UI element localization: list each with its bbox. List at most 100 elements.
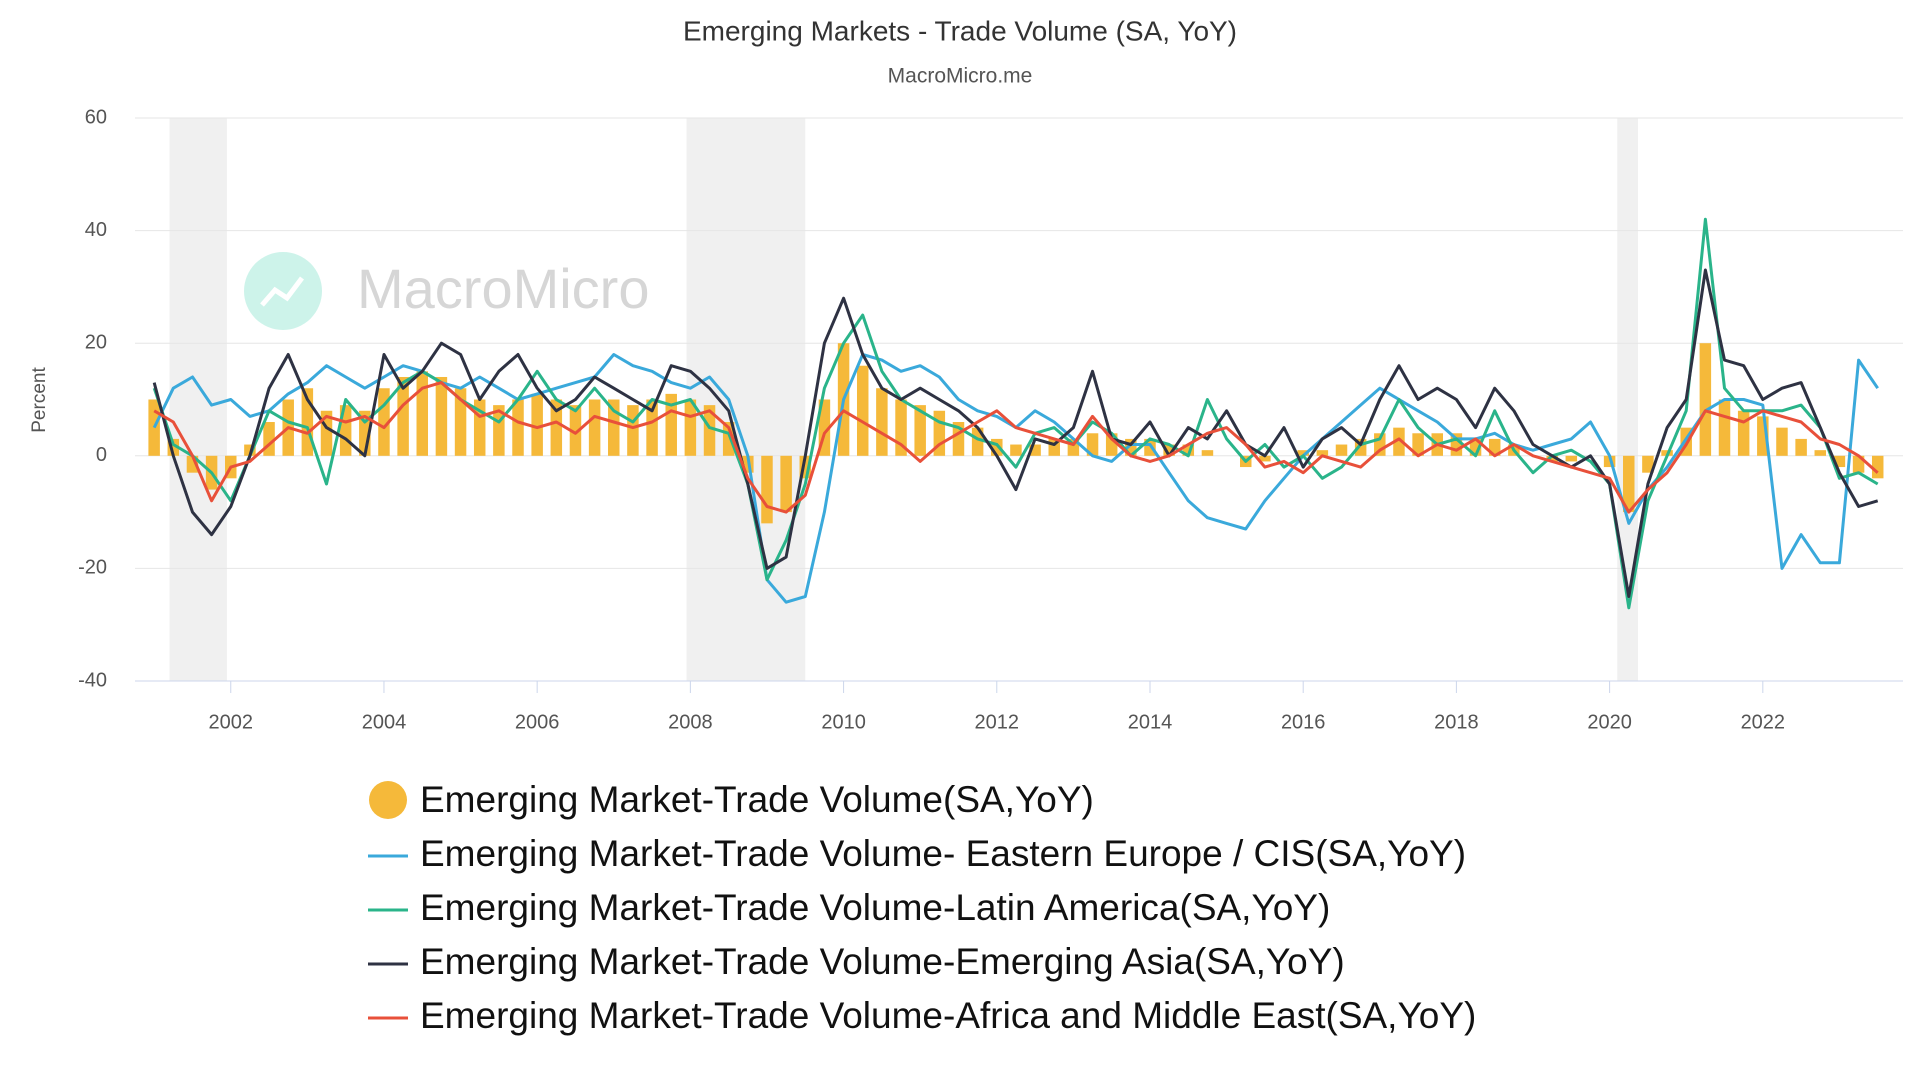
legend-label: Emerging Market-Trade Volume- Eastern Eu… [420, 833, 1466, 874]
bar [186, 455, 199, 473]
watermark-icon [244, 252, 322, 330]
bar [1201, 450, 1214, 456]
bar [703, 405, 716, 456]
bar [1469, 438, 1482, 456]
legend-marker [369, 781, 407, 819]
bar [895, 399, 907, 456]
legend-label: Emerging Market-Trade Volume-Africa and … [420, 995, 1476, 1036]
bar [550, 399, 563, 456]
bar [856, 365, 869, 456]
x-tick-label: 2016 [1281, 711, 1326, 733]
y-tick-label: 40 [85, 219, 107, 241]
chart-title: Emerging Markets - Trade Volume (SA, YoY… [683, 15, 1237, 46]
x-tick-label: 2020 [1587, 711, 1632, 733]
bar [301, 388, 314, 456]
bar [761, 455, 773, 524]
x-tick-label: 2006 [515, 711, 560, 733]
bar [684, 399, 697, 456]
bar [244, 444, 256, 456]
bar [991, 438, 1003, 456]
bar [1603, 455, 1616, 468]
x-tick-label: 2008 [668, 711, 713, 733]
bar [1354, 438, 1367, 456]
shaded-period [1617, 118, 1638, 681]
series-line [152, 268, 1879, 598]
bar [1125, 438, 1137, 456]
bar [1814, 450, 1827, 456]
bar [454, 388, 467, 456]
bar [435, 376, 448, 456]
legend-item: Emerging Market-Trade Volume-Latin Ameri… [368, 887, 1330, 928]
bar [531, 393, 543, 456]
bar [799, 455, 812, 479]
bar [1565, 455, 1578, 462]
bar [1182, 444, 1195, 456]
bar [473, 399, 486, 456]
bar [646, 399, 658, 456]
bar [1718, 399, 1731, 456]
legend-label: Emerging Market-Trade Volume-Emerging As… [420, 941, 1345, 982]
bar [818, 399, 831, 456]
bar [1833, 455, 1846, 468]
bar [1871, 455, 1884, 479]
bar [263, 422, 275, 456]
bar [1374, 433, 1386, 456]
y-tick-label: -40 [78, 669, 107, 691]
bar [665, 393, 677, 456]
legend-item: Emerging Market-Trade Volume- Eastern Eu… [368, 833, 1466, 874]
y-tick-label: 0 [96, 444, 107, 466]
y-tick-label: -20 [78, 557, 107, 579]
bar [1335, 444, 1348, 456]
legend-label: Emerging Market-Trade Volume(SA,YoY) [420, 779, 1094, 820]
bar [627, 405, 639, 456]
x-tick-label: 2010 [821, 711, 866, 733]
bar [780, 455, 792, 513]
bar [512, 399, 524, 456]
bar [359, 410, 371, 456]
x-tick-label: 2018 [1434, 711, 1479, 733]
x-tick-label: 2012 [975, 711, 1020, 733]
bar [493, 405, 505, 456]
x-tick-label: 2022 [1741, 711, 1786, 733]
bar [339, 405, 352, 456]
bar [1297, 450, 1309, 456]
bar [1259, 455, 1271, 462]
x-tick-label: 2002 [209, 711, 254, 733]
bar [1010, 444, 1022, 456]
bar [1086, 433, 1099, 456]
bar [588, 399, 601, 456]
bar [1642, 455, 1654, 473]
bar [1546, 455, 1558, 462]
bar [320, 410, 333, 456]
bar [933, 410, 946, 456]
legend-item: Emerging Market-Trade Volume-Emerging As… [368, 941, 1345, 982]
bar [1795, 438, 1807, 456]
bar [1412, 433, 1424, 456]
bar [1488, 438, 1501, 456]
bar [569, 405, 582, 456]
bar [1737, 410, 1750, 456]
x-tick-label: 2004 [362, 711, 407, 733]
legend-item: Emerging Market-Trade Volume(SA,YoY) [369, 779, 1094, 820]
bar [1776, 427, 1788, 456]
bar [1067, 438, 1080, 456]
bar [397, 376, 409, 456]
legend-label: Emerging Market-Trade Volume-Latin Ameri… [420, 887, 1330, 928]
bar [722, 422, 735, 456]
y-tick-label: 60 [85, 106, 107, 128]
bar [1699, 343, 1712, 456]
y-tick-label: 20 [85, 331, 107, 353]
bar [1144, 438, 1156, 456]
chart-subtitle: MacroMicro.me [888, 65, 1033, 88]
bar [1852, 455, 1865, 473]
bar [167, 438, 180, 456]
bar [1757, 416, 1769, 456]
watermark-icon-line [260, 276, 304, 307]
legend-item: Emerging Market-Trade Volume-Africa and … [368, 995, 1476, 1036]
bar [416, 371, 429, 456]
bar [952, 422, 965, 456]
bar [378, 388, 390, 456]
bar [1163, 444, 1175, 456]
